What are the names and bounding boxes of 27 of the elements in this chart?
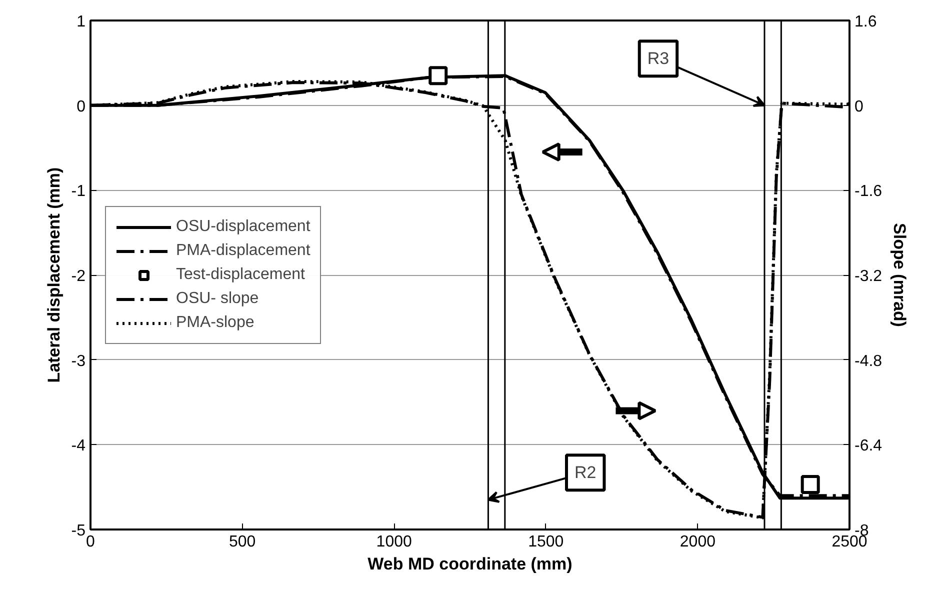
legend-label: Test-displacement	[176, 266, 305, 284]
y2-tick-label: -6.4	[854, 438, 882, 455]
y2-tick-label: 0	[854, 98, 864, 116]
annotation: R3	[647, 49, 670, 68]
x-tick-label: 1000	[376, 534, 412, 550]
legend-label: OSU-displacement	[176, 218, 310, 236]
y2-tick-label: -1.6	[854, 183, 882, 200]
legend-label: PMA-displacement	[176, 242, 310, 260]
y-tick-label: -5	[71, 522, 86, 540]
x-tick-label: 1500	[528, 534, 564, 550]
legend-label: PMA-slope	[176, 314, 254, 332]
y2-tick-label: -3.2	[854, 268, 882, 285]
y-tick-label: -1	[71, 183, 86, 200]
annotation: R2	[574, 463, 596, 482]
y-tick-label: -2	[71, 268, 86, 285]
y-axis-title: Lateral displacement (mm)	[44, 167, 64, 383]
y-tick-label: -4	[71, 438, 86, 455]
x-axis-title: Web MD coordinate (mm)	[368, 554, 572, 574]
y-tick-label: 0	[76, 98, 86, 116]
x-tick-label: 500	[228, 534, 256, 550]
x-tick-label: 2000	[680, 534, 716, 550]
y2-axis-title: Slope (mrad)	[890, 223, 910, 327]
y2-tick-label: -4.8	[854, 352, 882, 370]
y2-tick-label: 1.6	[854, 14, 877, 30]
legend-label: OSU- slope	[176, 290, 259, 308]
y-tick-label: 1	[76, 14, 86, 30]
y-tick-label: -3	[71, 352, 86, 370]
